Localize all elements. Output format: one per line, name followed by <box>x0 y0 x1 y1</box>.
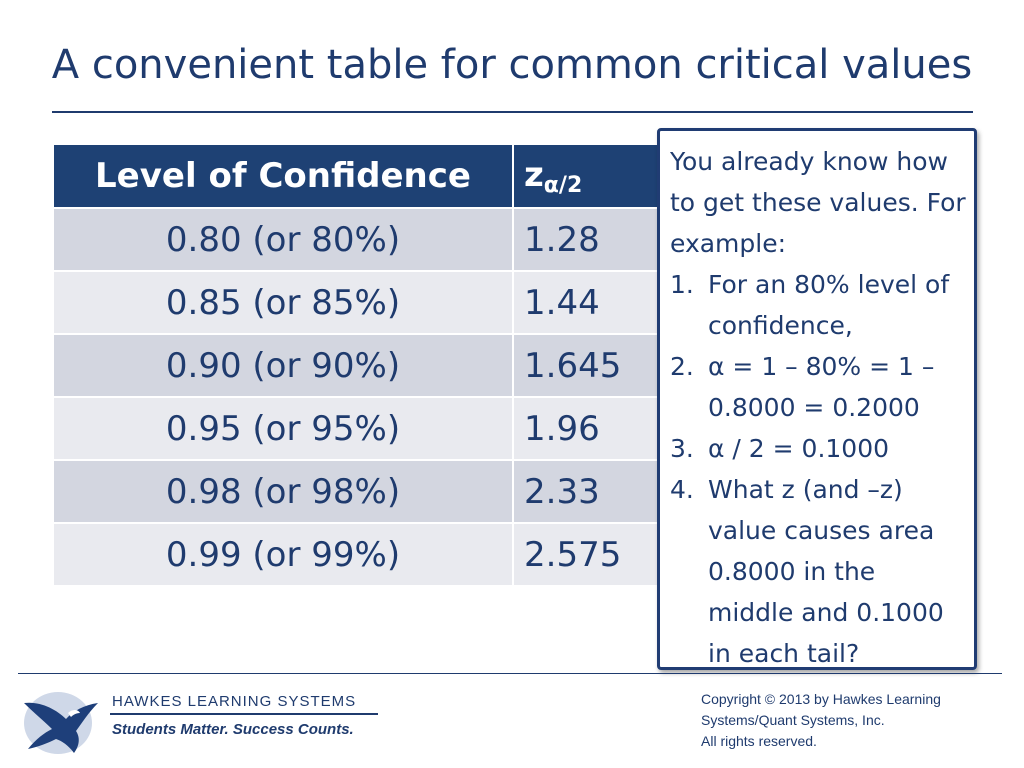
copyright-line: All rights reserved. <box>701 733 817 749</box>
step-number: 4. <box>670 475 694 504</box>
footer-divider <box>18 673 1002 674</box>
table-row: 0.95 (or 95%) 1.96 <box>52 396 659 461</box>
brand-tagline: Students Matter. Success Counts. <box>112 721 354 738</box>
eagle-icon <box>24 692 98 754</box>
copyright-notice: Copyright © 2013 by Hawkes Learning Syst… <box>701 689 1011 752</box>
z-value-cell: 1.645 <box>512 333 659 398</box>
critical-values-table: Level of Confidence zα/2 0.80 (or 80%) 1… <box>52 143 659 587</box>
header-level-of-confidence: Level of Confidence <box>52 143 514 209</box>
z-value-cell: 1.44 <box>512 270 659 335</box>
brand-name: HAWKES LEARNING SYSTEMS <box>112 693 357 710</box>
step-number: 3. <box>670 434 694 463</box>
header-z-subscript: α/2 <box>543 172 583 198</box>
table-row: 0.98 (or 98%) 2.33 <box>52 459 659 524</box>
step-number: 1. <box>670 270 694 299</box>
header-z-symbol: z <box>524 154 544 195</box>
z-value-cell: 2.575 <box>512 522 659 587</box>
slide-title: A convenient table for common critical v… <box>51 42 973 88</box>
table-row: 0.99 (or 99%) 2.575 <box>52 522 659 587</box>
confidence-cell: 0.98 (or 98%) <box>52 459 514 524</box>
list-item: 4. What z (and –z) value causes area 0.80… <box>670 469 966 674</box>
step-text: What z (and –z) value causes area 0.8000… <box>708 475 944 668</box>
z-value-cell: 1.96 <box>512 396 659 461</box>
callout-steps-list: 1. For an 80% level of confidence, 2. α = … <box>670 264 966 674</box>
table-row: 0.85 (or 85%) 1.44 <box>52 270 659 335</box>
example-callout-box: You already know how to get these values… <box>657 128 977 670</box>
copyright-line: Systems/Quant Systems, Inc. <box>701 712 885 728</box>
brand-divider <box>110 713 378 715</box>
step-number: 2. <box>670 352 694 381</box>
step-text: α / 2 = 0.1000 <box>708 434 890 463</box>
table-row: 0.90 (or 90%) 1.645 <box>52 333 659 398</box>
list-item: 1. For an 80% level of confidence, <box>670 264 966 346</box>
confidence-cell: 0.95 (or 95%) <box>52 396 514 461</box>
confidence-cell: 0.80 (or 80%) <box>52 207 514 272</box>
copyright-line: Copyright © 2013 by Hawkes Learning <box>701 691 941 707</box>
z-value-cell: 2.33 <box>512 459 659 524</box>
title-divider <box>52 111 973 113</box>
z-value-cell: 1.28 <box>512 207 659 272</box>
header-z-alpha-half: zα/2 <box>512 143 659 209</box>
confidence-cell: 0.99 (or 99%) <box>52 522 514 587</box>
confidence-cell: 0.85 (or 85%) <box>52 270 514 335</box>
table-header-row: Level of Confidence zα/2 <box>52 143 659 209</box>
step-text: For an 80% level of confidence, <box>708 270 950 340</box>
table-row: 0.80 (or 80%) 1.28 <box>52 207 659 272</box>
step-text: α = 1 – 80% = 1 – 0.8000 = 0.2000 <box>708 352 935 422</box>
list-item: 2. α = 1 – 80% = 1 – 0.8000 = 0.2000 <box>670 346 966 428</box>
list-item: 3. α / 2 = 0.1000 <box>670 428 966 469</box>
callout-intro: You already know how to get these values… <box>670 147 966 258</box>
confidence-cell: 0.90 (or 90%) <box>52 333 514 398</box>
